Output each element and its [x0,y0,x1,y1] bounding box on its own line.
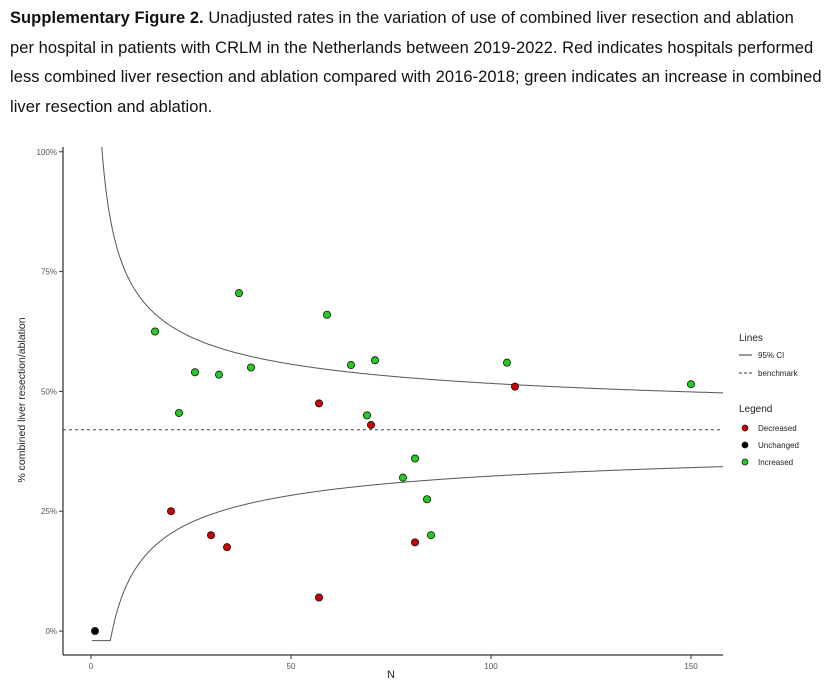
point-decreased [314,399,323,408]
point-increased [362,411,371,420]
lines-legend-label: benchmark [758,369,799,378]
point-increased [426,531,435,540]
lines-legend-title: Lines [739,333,763,344]
points-legend-label: Decreased [758,424,797,433]
point-increased [346,361,355,370]
caption-text: Unadjusted rates in the variation of use… [10,9,822,116]
point-increased [422,495,431,504]
upper-ci-curve [101,147,723,394]
y-tick-label: 25% [41,507,57,516]
point-decreased [222,543,231,552]
point-decreased [366,420,375,429]
x-tick-label: 150 [684,662,698,671]
x-tick-label: 100 [484,662,498,671]
points-legend-swatch [741,458,749,466]
legend: Lines 95% CI benchmark Legend Decreased Uncha… [739,333,799,467]
point-increased [214,370,223,379]
points-legend-swatch [741,441,749,449]
point-increased [502,358,511,367]
caption-label: Supplementary Figure 2. [10,9,204,27]
x-tick-label: 0 [89,662,94,671]
points-legend-label: Unchanged [758,441,799,450]
point-decreased [314,593,323,602]
point-decreased [410,538,419,547]
y-tick-label: 100% [37,148,57,157]
lines-legend-label: 95% CI [758,351,784,360]
x-tick-label: 50 [287,662,296,671]
point-increased [398,473,407,482]
point-increased [370,356,379,365]
y-tick-label: 75% [41,268,57,277]
y-tick-label: 0% [45,627,57,636]
points-legend-swatch [741,424,749,432]
point-increased [150,327,159,336]
points-legend-title: Legend [739,404,772,415]
data-points [91,289,696,636]
confidence-curves [63,147,723,642]
y-tick-label: 50% [41,387,57,396]
axes: 0% 25% 50% 75% 100% 0 50 100 150 [37,147,723,671]
point-increased [246,363,255,372]
point-increased [410,454,419,463]
x-axis-title: N [387,669,395,681]
point-decreased [166,507,175,516]
point-increased [174,408,183,417]
lower-ci-curve [91,466,723,642]
figure-caption: Supplementary Figure 2. Unadjusted rates… [10,4,822,122]
point-increased [234,289,243,298]
y-axis-title: % combined liver resection/ablation [16,317,28,482]
point-increased [190,368,199,377]
point-decreased [510,382,519,391]
point-increased [687,380,696,389]
point-unchanged [91,627,100,636]
point-decreased [206,531,215,540]
points-legend-label: Increased [758,458,793,467]
point-increased [322,310,331,319]
